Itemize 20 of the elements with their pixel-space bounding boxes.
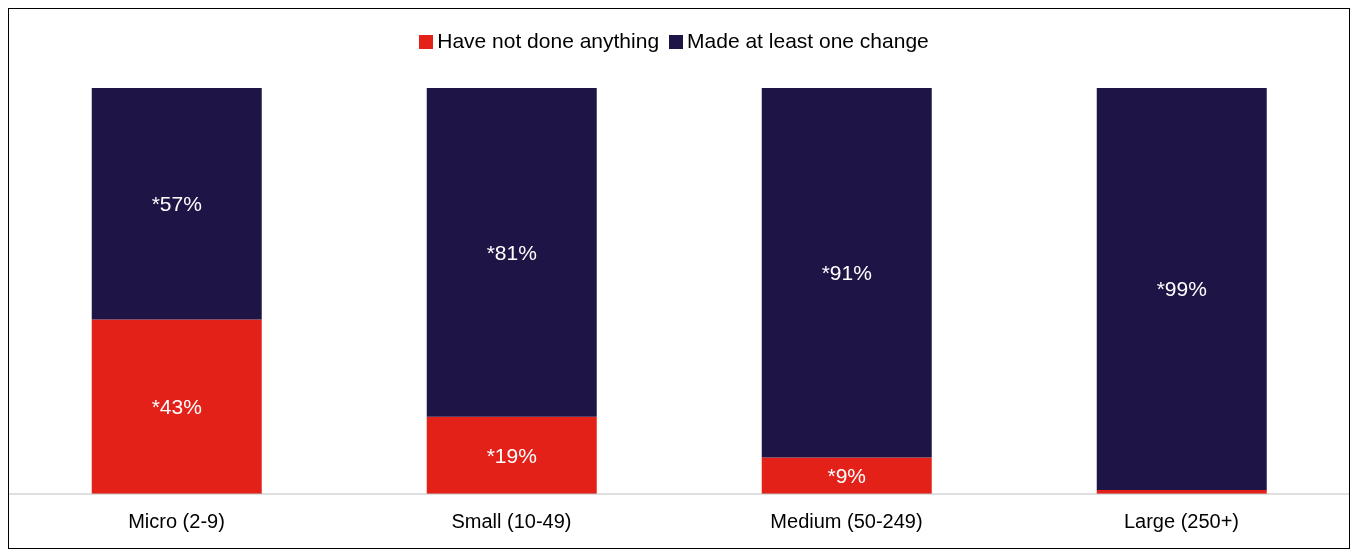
x-tick-label: Micro (2-9) — [128, 510, 225, 533]
legend-label: Made at least one change — [687, 29, 929, 52]
bar — [761, 457, 932, 494]
bar — [761, 88, 932, 458]
data-label: *99% — [1156, 277, 1207, 301]
x-tick-label: Medium (50-249) — [770, 510, 923, 533]
bar — [426, 88, 597, 417]
data-label: *19% — [486, 443, 537, 467]
legend-label: Have not done anything — [437, 29, 660, 52]
x-tick-label: Large (250+) — [1123, 510, 1240, 533]
data-label: *81% — [486, 240, 537, 264]
data-label: *9% — [827, 464, 867, 488]
data-label: *43% — [151, 395, 202, 419]
data-label: *57% — [151, 192, 202, 216]
bar — [91, 319, 262, 494]
x-tick-label: Small (10-49) — [451, 510, 572, 533]
data-label: *91% — [821, 261, 872, 285]
bar — [1096, 88, 1267, 490]
bar — [91, 88, 262, 320]
bar — [426, 416, 597, 494]
